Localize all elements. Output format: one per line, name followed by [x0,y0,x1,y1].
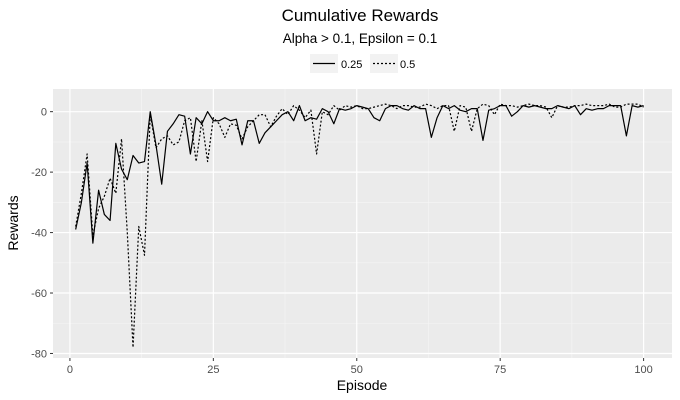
x-axis: 0 25 50 75 100 [67,358,653,376]
y-tick-label: -20 [31,167,47,179]
y-axis-title: Rewards [5,195,21,250]
y-tick-label: 0 [41,107,47,119]
legend-label-series-1: 0.25 [341,59,362,71]
chart-title: Cumulative Rewards [282,6,439,25]
series-line-2 [75,103,644,349]
x-tick-label: 100 [634,364,652,376]
x-tick-label: 25 [207,364,219,376]
y-tick-label: -40 [31,228,47,240]
y-tick-label: -60 [31,288,47,300]
x-axis-title: Episode [337,377,388,393]
grid-major [53,89,672,358]
y-tick-label: -80 [31,348,47,360]
x-tick-label: 50 [351,364,363,376]
y-axis: 0 -20 -40 -60 -80 [31,107,53,360]
series-layer [75,103,644,349]
x-tick-label: 0 [67,364,73,376]
grid-minor [53,89,672,358]
chart-subtitle: Alpha > 0.1, Epsilon = 0.1 [283,31,438,46]
x-tick-label: 75 [494,364,506,376]
legend-key-dotted-bg [370,54,398,73]
legend: 0.25 0.5 [310,54,415,73]
plot-panel [53,89,672,358]
legend-label-series-2: 0.5 [400,59,415,71]
series-line-1 [75,105,644,244]
